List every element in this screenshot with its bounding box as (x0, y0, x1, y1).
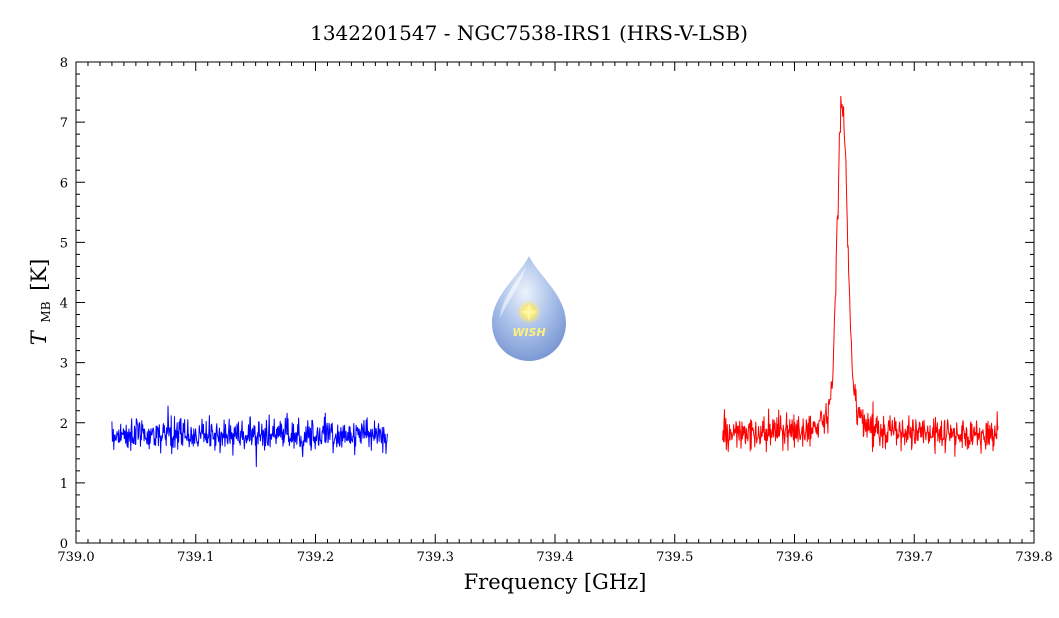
y-tick-label: 2 (60, 417, 68, 432)
y-axis-label: T MB [K] (27, 259, 55, 346)
y-tick-label: 5 (60, 236, 68, 251)
y-tick-label: 6 (60, 176, 68, 191)
y-tick-label: 8 (60, 56, 68, 71)
y-tick-label: 0 (60, 537, 68, 552)
logo-text: WISH (512, 326, 545, 339)
x-tick-label: 739.3 (417, 550, 454, 565)
y-tick-label: 4 (60, 297, 68, 312)
x-tick-label: 739.4 (536, 550, 573, 565)
x-tick-label: 739.6 (776, 550, 813, 565)
x-axis-label: Frequency [GHz] (464, 570, 647, 594)
star-icon (520, 303, 538, 321)
y-axis-unit: [K] (27, 259, 51, 291)
y-tick-label: 1 (60, 477, 68, 492)
x-tick-label: 739.2 (297, 550, 334, 565)
x-tick-label: 739.1 (177, 550, 214, 565)
x-tick-label: 739.8 (1015, 550, 1052, 565)
y-tick-label: 7 (60, 116, 68, 131)
chart-title: 1342201547 - NGC7538-IRS1 (HRS-V-LSB) (310, 21, 748, 45)
series-line-red (722, 95, 999, 457)
y-tick-label: 3 (60, 357, 68, 372)
drop-highlight (500, 266, 526, 318)
x-tick-label: 739.5 (656, 550, 693, 565)
axis-ticks: 739.0 739.1 739.2 739.3 739.4 739.5 739.6 739.7… (57, 56, 1052, 565)
wish-logo: WISH (492, 256, 566, 361)
x-tick-label: 739.7 (896, 550, 933, 565)
series-line-blue (111, 405, 388, 468)
x-tick-label: 739.0 (57, 550, 94, 565)
y-axis-symbol: T (27, 329, 51, 345)
y-axis-subscript: MB (39, 301, 53, 322)
